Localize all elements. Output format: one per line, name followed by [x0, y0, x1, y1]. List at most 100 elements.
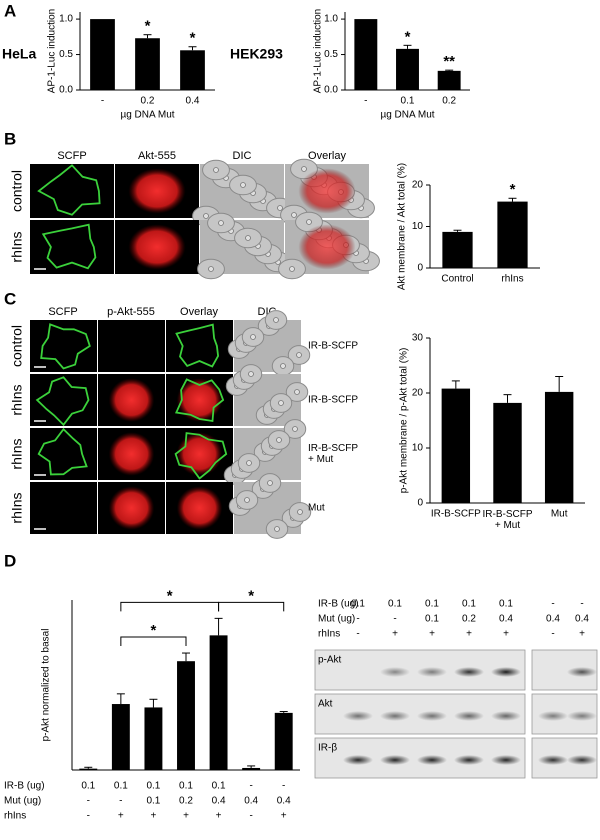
row-label: control [9, 170, 25, 212]
blot-band [343, 755, 373, 765]
green-signal [41, 223, 97, 270]
blot-band [491, 667, 521, 677]
panel-label: B [4, 129, 16, 148]
condition-value: 0.1 [114, 781, 128, 792]
condition-value: 0.1 [146, 796, 160, 807]
red-signal [298, 168, 356, 214]
row-label: rhIns [9, 231, 25, 262]
x-tick-label: - [101, 96, 104, 107]
micrograph [30, 482, 97, 534]
blot-band [491, 755, 521, 765]
red-signal [176, 378, 223, 422]
blot-band-label: Akt [318, 699, 333, 710]
dic-nucleus [278, 400, 284, 406]
green-signal [40, 323, 91, 370]
significance: * [510, 181, 516, 198]
row-label: rhIns [9, 492, 25, 523]
y-tick-label: 0 [417, 263, 423, 274]
micrograph [30, 320, 97, 372]
micrograph-bg [30, 320, 97, 372]
micrograph [98, 374, 165, 426]
dic-nucleus [274, 526, 280, 532]
micrograph [30, 164, 114, 218]
comparison-bracket [120, 636, 187, 647]
green-signal [175, 323, 220, 368]
micrograph-bg [30, 428, 97, 480]
condition-label: Mut (ug) [4, 796, 41, 807]
blot-band [538, 711, 568, 721]
blot-condition-value: - [356, 629, 359, 640]
x-tick-label: 0.1 [401, 96, 415, 107]
column-header: Akt-555 [138, 150, 176, 162]
column-header: Overlay [308, 150, 346, 162]
dic-nucleus [218, 220, 224, 226]
red-signal [176, 432, 223, 476]
blot-band [491, 711, 521, 721]
dic-nucleus [244, 497, 250, 503]
micrograph-bg [30, 374, 97, 426]
construct-label: IR-B-SCFP [308, 395, 358, 406]
blot-condition-value: + [579, 629, 585, 640]
bar [79, 768, 98, 770]
dic-nucleus [294, 389, 300, 395]
blot-band [567, 711, 597, 721]
bar [493, 402, 522, 503]
dic-nucleus [291, 212, 297, 218]
micrograph [197, 212, 292, 280]
blot-band [567, 755, 597, 765]
x-tick-label: IR-B-SCFP + Mut [483, 509, 533, 531]
bar [441, 388, 471, 503]
column-header: p-Akt-555 [107, 306, 155, 318]
blot-band [454, 755, 484, 765]
x-tick-label: - [364, 96, 367, 107]
column-header: Overlay [180, 306, 218, 318]
red-signal [128, 168, 186, 214]
bar [90, 19, 115, 90]
condition-value: 0.4 [212, 796, 226, 807]
x-tick-label: 0.4 [186, 96, 200, 107]
dic-nucleus [246, 460, 252, 466]
row-label: rhIns [9, 384, 25, 415]
y-tick-label: 0.0 [324, 85, 338, 96]
bar [242, 767, 261, 770]
y-tick-label: 20 [412, 180, 424, 191]
blot-band [380, 667, 410, 677]
condition-value: + [151, 811, 157, 822]
blot-condition-value: 0.1 [425, 599, 439, 610]
y-tick-label: 1.0 [324, 14, 338, 25]
micrograph [280, 158, 375, 226]
cell-line-label: HEK293 [230, 46, 283, 62]
x-tick-label: Control [441, 274, 473, 285]
construct-label: Mut [308, 503, 325, 514]
red-signal [108, 486, 155, 530]
micrograph [166, 428, 233, 480]
comparison-label: * [151, 622, 157, 639]
row-label: rhIns [9, 438, 25, 469]
y-axis-label: p-Akt membrane / p-Akt total (%) [399, 348, 410, 494]
y-axis-label: p-Akt normalized to basal [41, 629, 52, 742]
blot-condition-value: 0.1 [499, 599, 513, 610]
column-header: SCFP [48, 306, 77, 318]
y-tick-label: 1.0 [59, 14, 73, 25]
y-tick-label: 20 [412, 388, 424, 399]
x-tick-label: 0.2 [442, 96, 456, 107]
dic-nucleus [213, 167, 219, 173]
micrograph [115, 164, 199, 218]
green-signal [37, 427, 88, 476]
bar [437, 70, 461, 90]
red-signal [176, 486, 223, 530]
bar [442, 231, 473, 268]
column-header: SCFP [57, 150, 86, 162]
blot-band [417, 711, 447, 721]
dic-nucleus [245, 235, 251, 241]
x-tick-label: Mut [551, 509, 568, 520]
condition-value: - [249, 781, 252, 792]
y-tick-label: 0.5 [59, 49, 73, 60]
red-signal [108, 432, 155, 476]
blot-condition-value: 0.1 [462, 599, 476, 610]
condition-value: - [87, 811, 90, 822]
condition-value: 0.1 [146, 781, 160, 792]
blot-condition-value: + [503, 629, 509, 640]
